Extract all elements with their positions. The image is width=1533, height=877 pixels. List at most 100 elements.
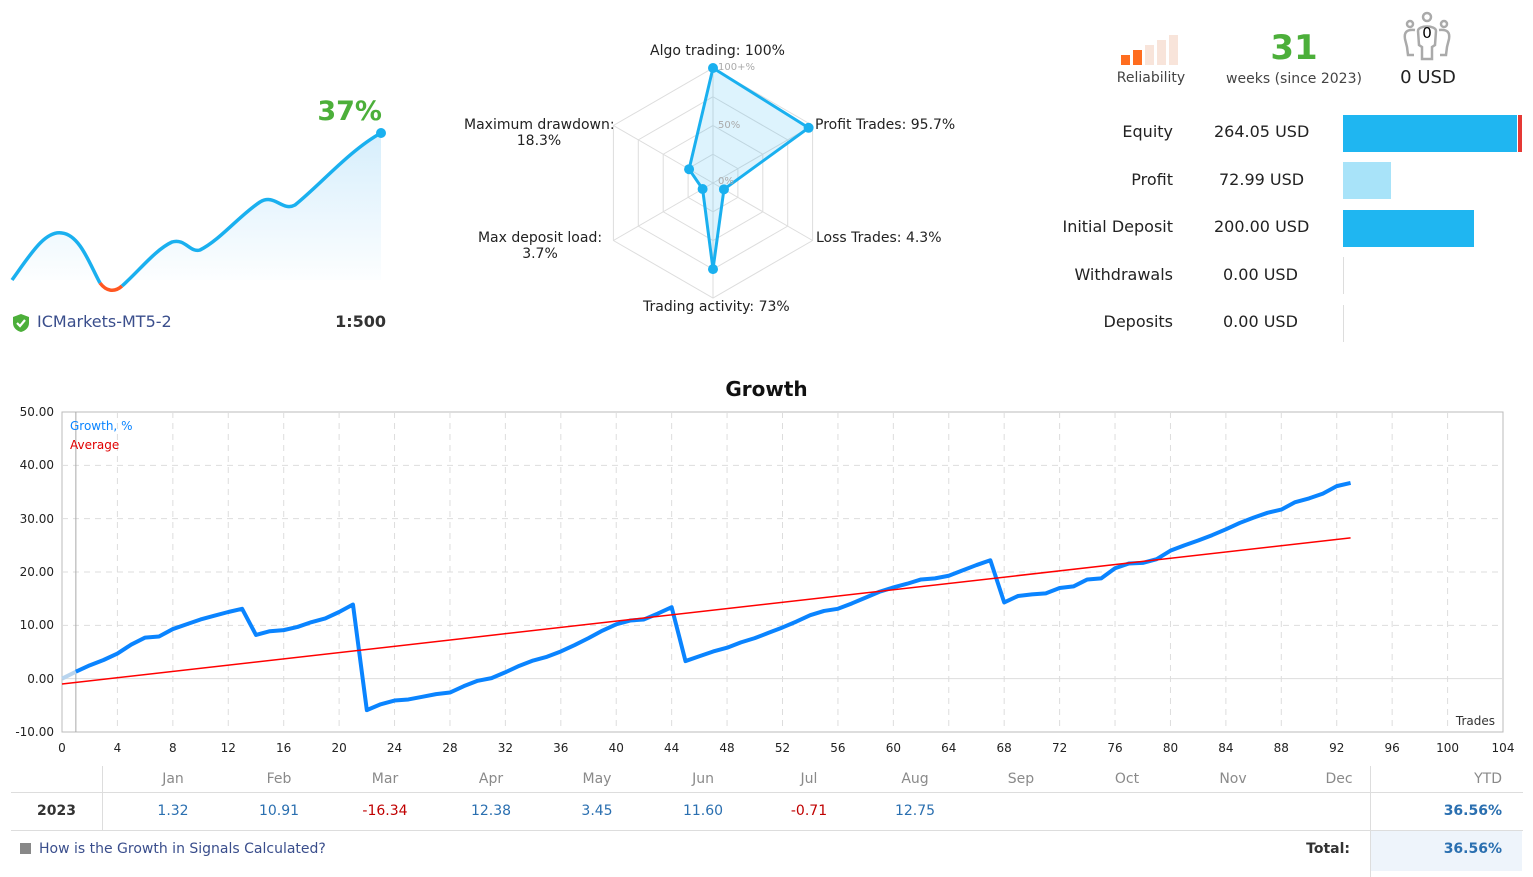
radar-ring-label-max: 100+% (718, 62, 755, 73)
x-tick-label: 28 (442, 741, 458, 755)
stat-bar-deposits (1343, 305, 1344, 342)
month-value-mar: -16.34 (362, 803, 408, 819)
x-tick-label: 44 (664, 741, 680, 755)
x-tick-label: 76 (1107, 741, 1123, 755)
radar-label-loss-trades: Loss Trades: 4.3% (816, 230, 942, 246)
x-tick-label: 40 (608, 741, 624, 755)
month-header-jun: Jun (692, 771, 714, 787)
month-header-may: May (582, 771, 612, 787)
radar-label-algo: Algo trading: 100% (650, 43, 785, 59)
x-tick-label: 56 (830, 741, 846, 755)
y-tick-label: -10.00 (15, 724, 54, 739)
stat-label-profit: Profit (1131, 170, 1173, 189)
radar-label-max-drawdown-value: 18.3% (516, 133, 562, 149)
month-header-mar: Mar (371, 771, 399, 787)
x-tick-label: 64 (941, 741, 957, 755)
radar-label-max-drawdown: Maximum drawdown: 18.3% (464, 117, 615, 149)
month-header-dec: Dec (1325, 771, 1353, 787)
shield-check-icon (13, 314, 29, 332)
mini-growth-line-rest (120, 131, 382, 288)
growth-percent: 37% (317, 96, 382, 127)
total-cell (1371, 831, 1522, 871)
reliability-bar (1157, 40, 1166, 65)
table-divider (11, 830, 1523, 831)
table-divider (11, 792, 1523, 793)
stat-label-equity: Equity (1122, 122, 1173, 141)
radar-ring-label-zero: 0% (718, 176, 734, 187)
radar-axis (712, 182, 813, 241)
y-tick-label: 0.00 (27, 671, 54, 686)
radar-ring-label-mid: 50% (718, 120, 741, 131)
y-tick-label: 10.00 (19, 618, 54, 633)
x-tick-label: 24 (386, 741, 403, 755)
stat-value-initial-deposit: 200.00 USD (1214, 217, 1310, 236)
y-tick-label: 30.00 (19, 511, 54, 526)
stat-bar-withdrawals (1343, 257, 1344, 294)
x-tick-label: 80 (1162, 741, 1179, 755)
reliability-icon (1121, 35, 1183, 69)
stat-label-deposits: Deposits (1103, 312, 1174, 331)
x-tick-label: 52 (774, 741, 791, 755)
x-tick-label: 48 (719, 741, 735, 755)
radar-label-profit-trades: Profit Trades: 95.7% (815, 117, 956, 133)
x-tick-label: 0 (58, 741, 66, 755)
radar-point-5 (684, 164, 695, 175)
radar-label-trading-activity: Trading activity: 73% (643, 299, 790, 315)
year-label: 2023 (37, 803, 76, 819)
stat-bar-equity (1343, 115, 1518, 152)
radar-point-0 (708, 63, 718, 73)
x-tick-label: 12 (220, 741, 236, 755)
x-tick-label: 88 (1273, 741, 1289, 755)
growth-chart-title: Growth (725, 377, 808, 401)
radar-axis (613, 182, 714, 241)
leverage: 1:500 (335, 312, 386, 331)
subscribers-count: 0 (1422, 24, 1432, 42)
ytd-value: 36.56% (1443, 803, 1502, 819)
y-tick-label: 50.00 (19, 405, 54, 419)
subscribers-funds: 0 USD (1400, 67, 1456, 88)
x-tick-label: 100 (1436, 741, 1460, 755)
stat-bar-equity-marker (1518, 115, 1522, 152)
table-divider (1370, 766, 1371, 877)
month-header-feb: Feb (266, 771, 292, 787)
growth-line-start (61, 669, 77, 681)
month-value-apr: 12.38 (470, 803, 512, 819)
x-tick-label: 72 (1051, 741, 1068, 755)
x-tick-label: 16 (276, 741, 292, 755)
average-line (61, 537, 1351, 685)
legend-average: Average (70, 438, 120, 452)
x-tick-label: 96 (1384, 741, 1400, 755)
mini-growth-chart (10, 128, 386, 292)
mini-growth-area (12, 133, 381, 291)
radar-label-max-deposit-load-title: Max deposit load: (477, 230, 603, 246)
month-value-aug: 12.75 (894, 803, 936, 819)
month-header-nov: Nov (1219, 771, 1247, 787)
stat-label-initial-deposit: Initial Deposit (1062, 217, 1173, 236)
radar-point-2 (718, 184, 729, 195)
stat-bar-profit (1343, 162, 1391, 199)
x-tick-label: 92 (1329, 741, 1345, 755)
legend-growth: Growth, % (70, 419, 133, 433)
month-header-oct: Oct (1114, 771, 1140, 787)
month-header-apr: Apr (478, 771, 504, 787)
month-header-sep: Sep (1007, 771, 1035, 787)
radar-point-3 (708, 264, 718, 275)
radar-label-max-deposit-load-value: 3.7% (522, 246, 558, 262)
month-value-jan: 1.32 (157, 803, 189, 819)
radar-chart (612, 63, 814, 299)
reliability-bar (1121, 55, 1130, 65)
x-tick-label: 8 (169, 741, 177, 755)
stat-value-equity: 264.05 USD (1214, 122, 1310, 141)
growth-line (75, 480, 1352, 713)
growth-calculation-help-link[interactable]: How is the Growth in Signals Calculated? (39, 841, 326, 857)
broker-link[interactable]: ICMarkets-MT5-2 (37, 312, 172, 331)
month-value-jun: 11.60 (682, 803, 724, 819)
stat-value-profit: 72.99 USD (1219, 170, 1305, 189)
stat-value-withdrawals: 0.00 USD (1223, 265, 1298, 284)
radar-axis (712, 125, 813, 184)
radar-area (687, 65, 812, 270)
reliability-bar (1169, 35, 1178, 65)
stat-value-deposits: 0.00 USD (1223, 312, 1298, 331)
x-tick-label: 32 (497, 741, 514, 755)
x-tick-label: 104 (1491, 741, 1515, 755)
